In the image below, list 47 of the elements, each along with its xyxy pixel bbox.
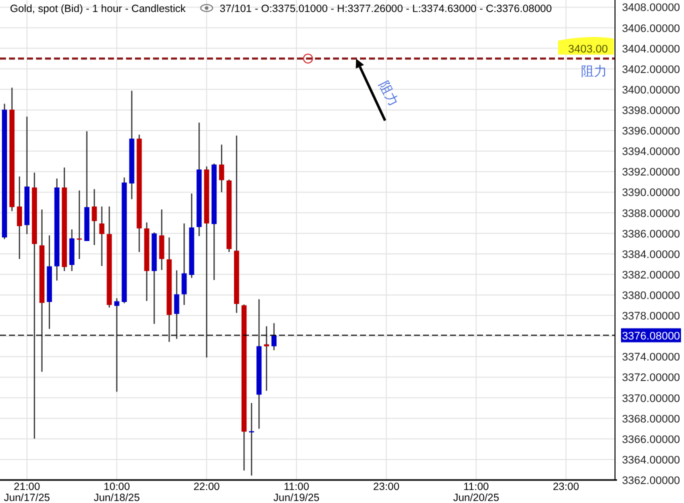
y-tick-label: 3372.00000 — [622, 372, 680, 384]
x-tick-label: 21:00 Jun/17/25 — [4, 481, 50, 503]
y-tick-label: 3380.00000 — [622, 290, 680, 302]
ref-line-label: 3376.08000 — [622, 330, 680, 342]
y-tick-label: 3364.00000 — [622, 454, 680, 466]
y-tick-label: 3398.00000 — [622, 104, 680, 117]
y-tick-label: 3400.00000 — [622, 84, 680, 96]
x-tick-label: 11:00 Jun/20/25 — [453, 481, 500, 503]
candlestick — [219, 144, 224, 193]
y-tick-label: 3368.00000 — [622, 413, 680, 426]
y-tick-label: 3366.00000 — [622, 434, 680, 446]
y-tick-label: 3408.00000 — [622, 2, 680, 14]
y-tick-label: 3392.00000 — [622, 166, 680, 179]
y-tick-label: 3396.00000 — [622, 126, 680, 138]
candlestick — [174, 270, 180, 340]
y-tick-label: 3362.00000 — [622, 475, 680, 487]
y-tick-label: 3378.00000 — [622, 310, 680, 323]
candlestick — [16, 176, 22, 260]
y-tick-label: 3404.00000 — [622, 43, 680, 56]
y-tick-label: 3390.00000 — [622, 187, 680, 200]
y-tick-label: 3382.00000 — [622, 269, 680, 282]
candlestick — [182, 222, 187, 306]
candlestick — [114, 298, 120, 392]
annotation: 阻力 — [376, 78, 402, 109]
y-tick-label: 3406.00000 — [622, 22, 680, 35]
chart-title: Gold, spot (Bid) - 1 hour - Candlestick — [10, 3, 186, 15]
candlestick — [92, 188, 97, 246]
y-tick-label: 3394.00000 — [622, 146, 680, 158]
chart-subtitle: 37/101 - O:3375.01000 - H:3377.26000 - L:3374.63000 - C:3376.08000 — [220, 3, 552, 15]
candlestick — [248, 402, 254, 476]
y-tick-label: 3386.00000 — [622, 228, 680, 240]
y-tick-label: 3384.00000 — [622, 248, 680, 261]
candlestick — [99, 206, 104, 267]
x-tick-label: 10:00 Jun/18/25 — [94, 481, 140, 503]
ref-line-label: 3403.00 — [568, 44, 608, 56]
y-tick-label: 3388.00000 — [622, 208, 680, 220]
y-tick-label: 3402.00000 — [622, 64, 680, 76]
x-tick-label: 11:00 Jun/19/25 — [273, 481, 320, 503]
candlestick — [271, 322, 277, 351]
x-tick-label: 23:00 — [373, 481, 400, 493]
candlestick — [159, 208, 164, 271]
y-tick-label: 3370.00000 — [622, 392, 680, 405]
x-tick-label: 23:00 — [552, 481, 580, 493]
candlestick — [264, 326, 270, 392]
y-tick-label: 3374.00000 — [622, 352, 680, 364]
x-tick-label: 22:00 — [193, 481, 220, 493]
annotation: 阻力 — [581, 64, 607, 79]
